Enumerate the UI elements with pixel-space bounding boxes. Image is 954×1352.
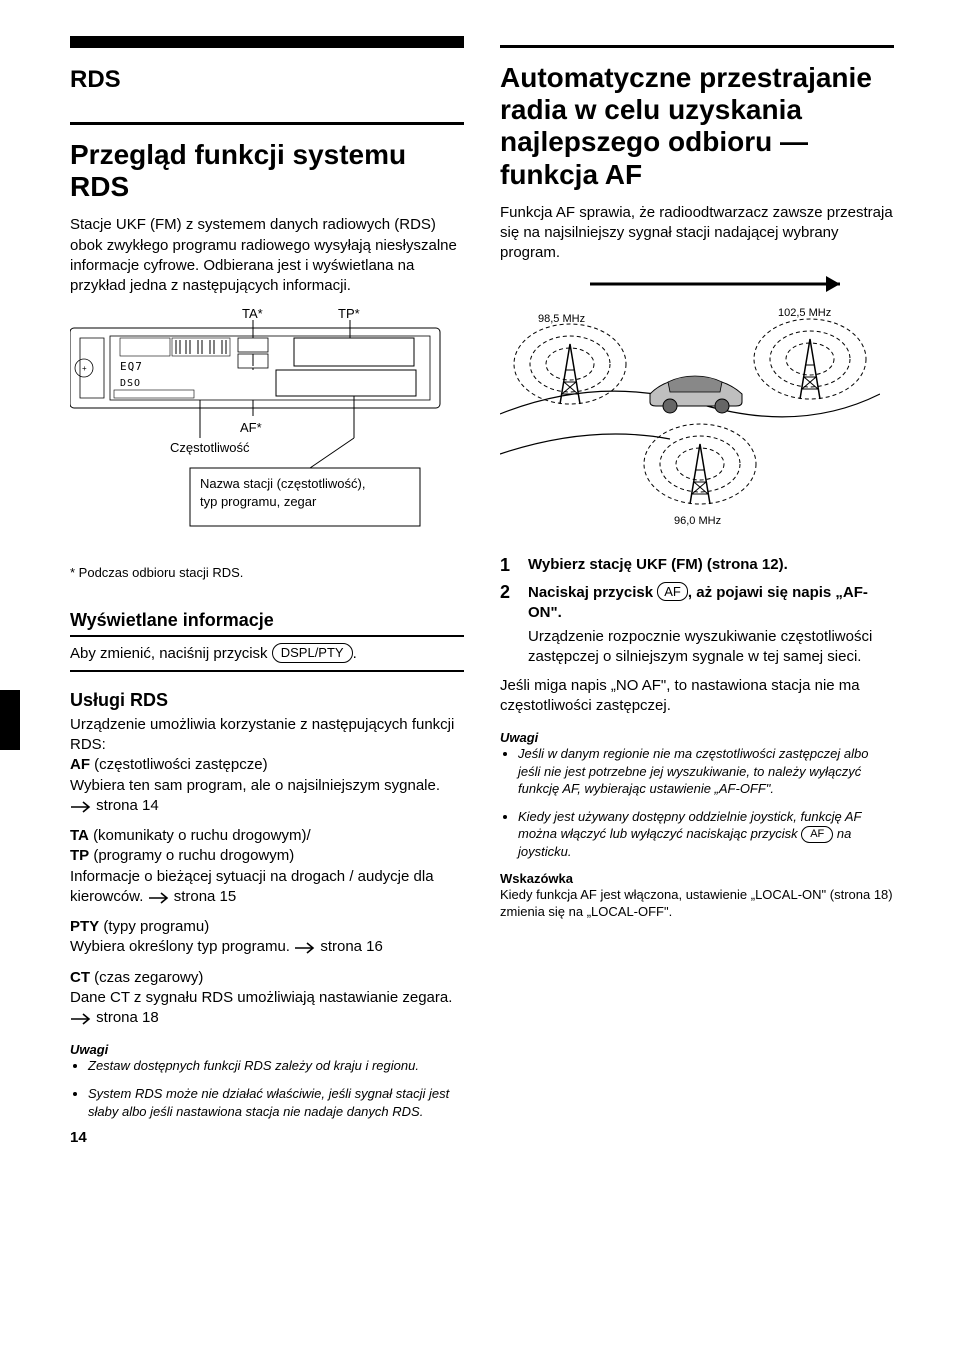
thin-rule-2 [70,670,464,672]
right-note-1: Jeśli w danym regionie nie ma częstotliw… [518,745,894,798]
tower-bottom-icon [644,424,756,504]
ta-callout: TA* [242,308,263,321]
service-ct: CT (czas zegarowy) Dane CT z sygnału RDS… [70,968,464,1029]
left-heading: Przegląd funkcji systemu RDS [70,139,464,203]
af-button-label: AF [657,582,688,602]
eq-label: EQ7 [120,360,143,373]
services-title: Usługi RDS [70,690,464,711]
right-lead: Funkcja AF sprawia, że radioodtwarzacz z… [500,203,894,264]
services-intro: Urządzenie umożliwia korzystanie z nastę… [70,715,464,756]
left-note-1: Zestaw dostępnych funkcji RDS zależy od … [88,1057,464,1075]
tower-left-icon [514,324,626,404]
step-number: 2 [500,582,518,668]
tip-title: Wskazówka [500,871,894,886]
step-2-para: Urządzenie rozpocznie wyszukiwanie częst… [528,627,894,668]
dspl-pty-button-label: DSPL/PTY [272,643,353,663]
right-column: Automatyczne przestrajanie radia w celu … [500,36,894,1130]
services-list: AF (częstotliwości zastępcze) Wybiera te… [70,755,464,1028]
svg-text:DSO: DSO [120,378,141,389]
svg-text:+: + [82,364,87,373]
page-number: 14 [70,1129,87,1146]
left-lead: Stacje UKF (FM) z systemem danych radiow… [70,215,464,296]
freq-right-label: 102,5 MHz [778,307,831,319]
section-rule-top [70,36,464,48]
thin-rule-1 [70,635,464,637]
display-info-title: Wyświetlane informacje [70,610,464,631]
car-icon [650,376,742,413]
service-af: AF (częstotliwości zastępcze) Wybiera te… [70,755,464,816]
af-illustration: 98,5 MHz 102,5 MHz [500,264,880,544]
diagram-footnote: * Podczas odbioru stacji RDS. [70,564,464,582]
right-notes-title: Uwagi [500,730,894,745]
display-info-pre: Aby zmienić, naciśnij przycisk [70,645,272,662]
arrow-icon [148,892,170,904]
legend-line-1: Nazwa stacji (częstotliwość), [200,476,365,491]
freq-left-label: 98,5 MHz [538,313,585,325]
af-pill-note: AF [801,826,833,843]
section-title: RDS [70,66,464,94]
display-info-line: Aby zmienić, naciśnij przycisk DSPL/PTY. [70,643,464,664]
step-1: 1 Wybierz stację UKF (FM) (strona 12). [500,555,894,576]
af-callout: AF* [240,420,262,435]
step-2-pre: Naciskaj przycisk [528,584,657,601]
tower-right-icon [754,319,866,399]
page-side-tab [0,690,20,750]
freq-label: Częstotliwość [170,440,250,455]
right-heading: Automatyczne przestrajanie radia w celu … [500,62,894,191]
left-column: RDS Przegląd funkcji systemu RDS Stacje … [70,36,464,1130]
legend-line-2: typ programu, zegar [200,494,317,509]
left-notes-list: Zestaw dostępnych funkcji RDS zależy od … [70,1057,464,1120]
arrow-icon [294,942,316,954]
tp-callout: TP* [338,308,360,321]
service-pty: PTY (typy programu) Wybiera określony ty… [70,917,464,958]
tip-body: Kiedy funkcja AF jest włączona, ustawien… [500,886,894,921]
left-note-2: System RDS może nie działać właściwie, j… [88,1085,464,1120]
step-2: 2 Naciskaj przycisk AF, aż pojawi się na… [500,582,894,668]
arrow-icon [70,801,92,813]
radio-display-diagram: + EQ7 DSO [70,308,450,558]
service-ta-tp: TA (komunikaty o ruchu drogowym)/ TP (pr… [70,826,464,907]
left-notes-title: Uwagi [70,1042,464,1057]
two-column-layout: RDS Przegląd funkcji systemu RDS Stacje … [70,36,894,1130]
freq-bottom-label: 96,0 MHz [674,515,721,527]
step-1-text: Wybierz stację UKF (FM) (strona 12). [528,556,788,573]
step-number: 1 [500,555,518,576]
no-af-note: Jeśli miga napis „NO AF", to nastawiona … [500,676,894,717]
right-notes-list: Jeśli w danym regionie nie ma częstotliw… [500,745,894,861]
arrow-icon [70,1013,92,1025]
right-note-2: Kiedy jest używany dostępny oddzielnie j… [518,808,894,861]
